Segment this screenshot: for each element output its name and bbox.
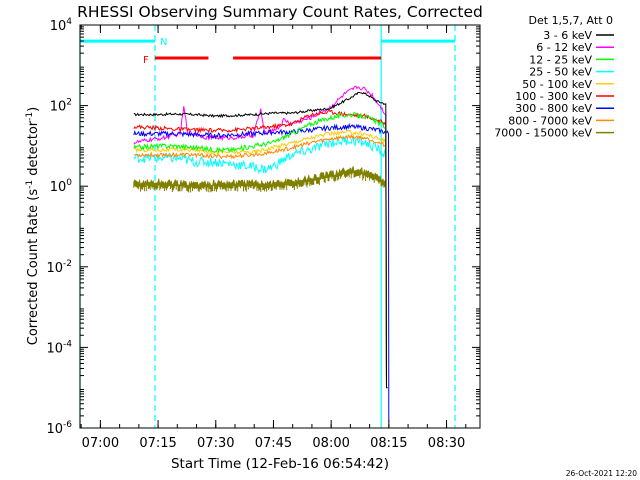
y-tick-base: 10: [50, 19, 67, 34]
series-noise-band: [133, 166, 387, 193]
y-tick-exponent: -6: [63, 420, 72, 430]
y-tick-exponent: 2: [66, 98, 72, 108]
legend-label: 800 - 7000 keV: [508, 114, 592, 127]
chart-title: RHESSI Observing Summary Count Rates, Co…: [77, 3, 483, 21]
y-tick-exponent: 4: [66, 17, 72, 27]
y-axis-label-sup-1: -1: [25, 180, 35, 189]
y-axis-label-sup-2: -1: [25, 112, 35, 121]
night-marker-label: N: [160, 37, 167, 48]
x-tick-label: 07:45: [255, 436, 292, 451]
observing-mode-bars: NF: [79, 25, 456, 428]
y-axis-label-main: Corrected Count Rate (s: [26, 189, 41, 346]
x-axis-label: Start Time (12-Feb-16 06:54:42): [171, 456, 389, 472]
series-layer: [133, 85, 390, 421]
y-tick-label: 10-2: [46, 259, 72, 276]
x-tick-label: 07:00: [82, 436, 119, 451]
y-axis-label-mid: detector: [26, 120, 41, 180]
legend-label: 100 - 300 keV: [515, 90, 592, 103]
legend-label: 3 - 6 keV: [543, 29, 592, 42]
legend-label: 50 - 100 keV: [522, 78, 592, 91]
x-tick-label: 07:30: [197, 436, 234, 451]
legend-label: 12 - 25 keV: [529, 53, 592, 66]
y-tick-exponent: -2: [63, 259, 72, 269]
y-tick-label: 100: [50, 178, 73, 195]
plot-frame: [79, 24, 481, 429]
legend-label: 6 - 12 keV: [536, 41, 592, 54]
x-tick-label: 08:00: [312, 436, 349, 451]
y-tick-label: 102: [50, 98, 72, 115]
y-tick-base: 10: [46, 422, 63, 437]
y-tick-base: 10: [50, 180, 67, 195]
series-line: [133, 91, 388, 389]
series-line: [133, 85, 387, 388]
y-tick-label: 10-4: [46, 339, 72, 356]
x-tick-label: 08:30: [428, 436, 465, 451]
y-tick-label: 104: [50, 17, 73, 34]
y-axis-label-end: ): [26, 107, 41, 112]
series-line: [133, 112, 387, 388]
y-tick-exponent: -4: [63, 339, 72, 349]
y-tick-label: 10-6: [46, 420, 72, 437]
series-line: [133, 165, 387, 388]
flare-marker-label: F: [143, 55, 149, 66]
series-line: [133, 122, 390, 421]
series-line: [133, 129, 387, 388]
series-line: [133, 135, 387, 388]
y-tick-base: 10: [46, 341, 63, 356]
x-tick-label: 07:15: [139, 436, 176, 451]
x-tick-label: 08:15: [370, 436, 407, 451]
footer-timestamp: 26-Oct-2021 12:20: [566, 469, 637, 478]
legend-label: 7000 - 15000 keV: [494, 127, 592, 140]
series-line: [133, 133, 387, 388]
y-tick-base: 10: [50, 100, 67, 115]
legend-label: 25 - 50 keV: [529, 66, 592, 79]
legend-label: 300 - 800 keV: [515, 102, 592, 115]
legend-title: Det 1,5,7, Att 0: [529, 14, 613, 27]
x-axis-ticks: 07:00 07:15 07:30 07:45 08:00 08:15 08:30: [80, 25, 467, 451]
y-tick-base: 10: [46, 261, 63, 276]
series-line: [133, 109, 387, 388]
y-tick-exponent: 0: [66, 178, 72, 188]
y-axis-label: Corrected Count Rate (s-1 detector-1): [25, 107, 41, 345]
